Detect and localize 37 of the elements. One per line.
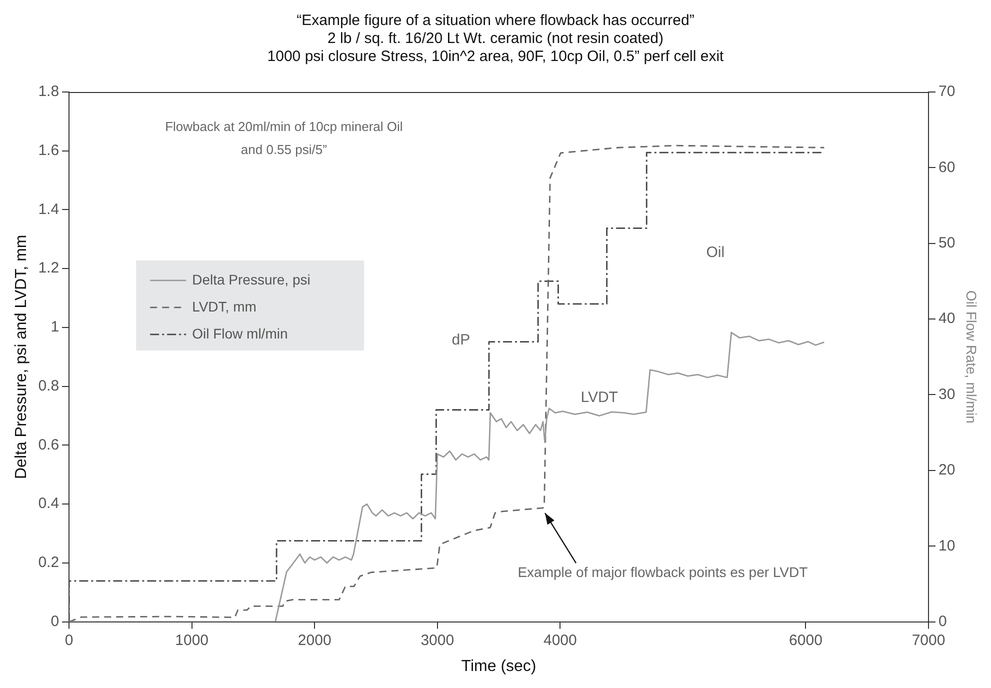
y-tick-label: 0.6 [38, 436, 60, 454]
x-tick-label: 0 [64, 632, 74, 649]
legend-label: LVDT, mm [192, 298, 256, 314]
legend-label: Delta Pressure, psi [192, 271, 310, 288]
annotation: Flowback at 20ml/min of 10cp mineral Oil and 0.55 psi/5” [165, 119, 403, 158]
y2-tick-label: 60 [938, 158, 956, 176]
annotation: Oil [706, 244, 725, 262]
y-tick-label: 0.2 [38, 554, 60, 572]
chart-title: “Example figure of a situation where flowback has occurred” 2 lb / sq. ft. 16/20 Lt Wt. ceramic (not resin coated) 1000 psi closure Stress, 10in^2 area, 90F, 10cp Oil, 0.5” perf cell exit [267, 12, 725, 66]
y-tick-label: 1 [50, 318, 60, 336]
legend-label: Oil Flow ml/min [192, 325, 288, 342]
y-tick-label: 1.4 [38, 200, 60, 218]
annotation: LVDT [580, 388, 618, 406]
x-tick-label: 3000 [420, 632, 454, 649]
y-tick-label: 0.4 [38, 495, 60, 512]
y-tick-label: 0 [50, 612, 60, 630]
y-axis-title: Delta Pressure, psi and LVDT, mm [13, 234, 30, 480]
x-tick-label: 7000 [912, 632, 946, 649]
y2-tick-label: 30 [938, 386, 956, 403]
y-tick-label: 1.2 [38, 260, 60, 277]
x-tick-label: 2000 [298, 632, 332, 649]
y-tick-label: 1.8 [38, 83, 60, 100]
y2-axis-title: Oil Flow Rate, ml/min [964, 290, 980, 424]
y2-tick-label: 10 [938, 537, 956, 554]
x-tick-label: 6000 [789, 632, 822, 649]
y2-tick-label: 0 [938, 612, 947, 630]
y2-tick-label: 20 [938, 462, 956, 479]
y-tick-label: 0.8 [38, 377, 60, 394]
x-tick-label: 1000 [175, 632, 209, 649]
annotation: dP [452, 332, 470, 349]
y2-tick-label: 40 [938, 310, 956, 328]
y2-tick-label: 50 [938, 234, 956, 252]
y2-tick-label: 70 [938, 83, 956, 100]
x-axis-title: Time (sec) [461, 658, 536, 675]
x-tick-label: 4000 [543, 632, 577, 649]
annotation: Example of major flowback points es per LVDT [518, 564, 808, 580]
y-tick-label: 1.6 [38, 142, 60, 160]
